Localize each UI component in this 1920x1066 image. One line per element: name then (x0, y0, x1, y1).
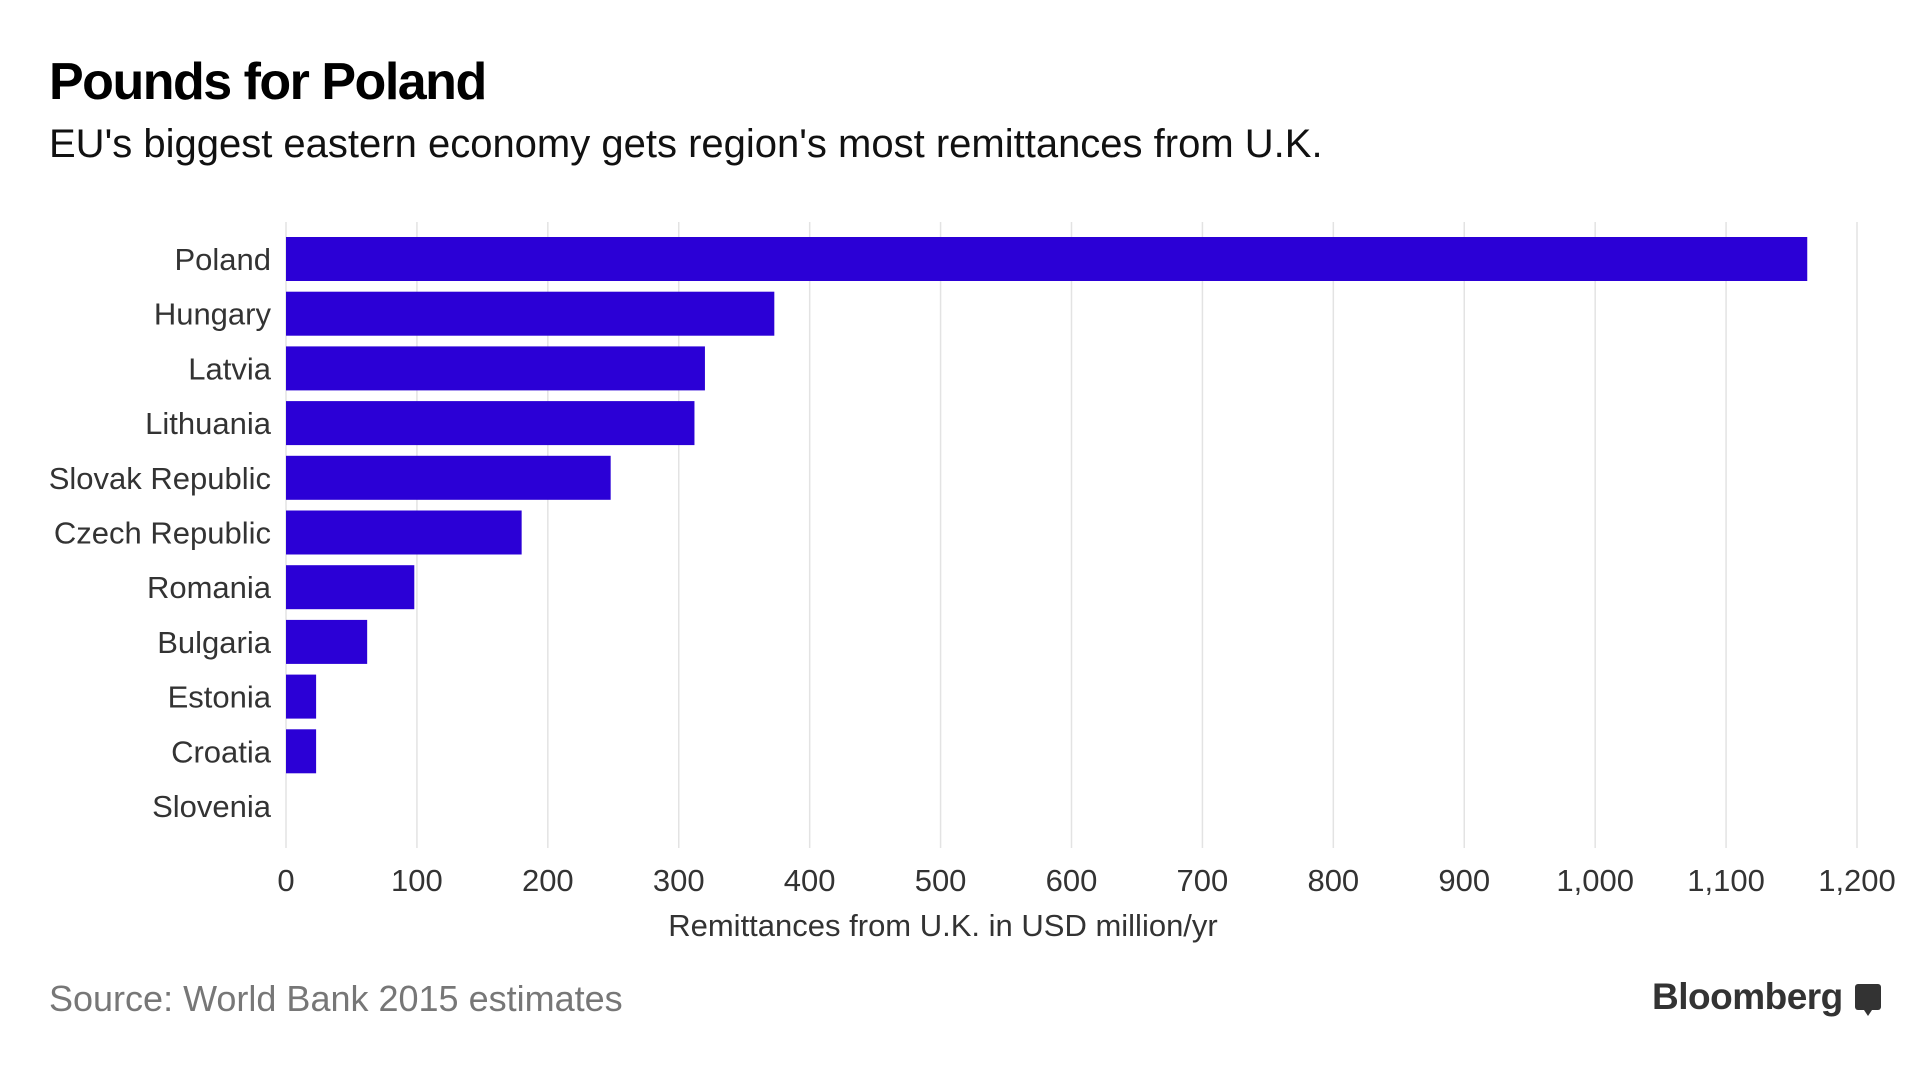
x-tick-label: 200 (522, 863, 574, 898)
x-tick-label: 900 (1438, 863, 1490, 898)
y-category-label: Latvia (188, 351, 271, 386)
y-category-label: Hungary (154, 297, 272, 332)
x-tick-label: 0 (277, 863, 294, 898)
y-category-label: Romania (147, 570, 272, 605)
logo-text: Bloomberg (1652, 976, 1843, 1017)
y-category-label: Czech Republic (54, 516, 271, 551)
y-category-label: Bulgaria (157, 625, 271, 660)
bar-czech-republic (286, 510, 522, 555)
x-tick-label: 100 (391, 863, 443, 898)
x-tick-label: 300 (653, 863, 705, 898)
source-note: Source: World Bank 2015 estimates (49, 978, 623, 1019)
bar-poland (286, 237, 1808, 281)
x-axis-title: Remittances from U.K. in USD million/yr (668, 908, 1218, 943)
bar-romania (286, 565, 415, 610)
bar-lithuania (286, 401, 695, 446)
bar-latvia (286, 346, 705, 391)
y-category-label: Slovenia (152, 789, 272, 824)
x-tick-label: 1,000 (1556, 863, 1634, 898)
y-category-label: Slovak Republic (49, 461, 271, 496)
x-tick-label: 400 (784, 863, 836, 898)
bar-croatia (286, 729, 317, 774)
x-tick-label: 1,100 (1687, 863, 1765, 898)
bar-estonia (286, 674, 317, 719)
chart-bubble-icon (1854, 984, 1881, 1016)
y-category-label: Poland (174, 242, 271, 277)
y-category-label: Croatia (171, 734, 272, 769)
bar-bulgaria (286, 619, 368, 664)
x-tick-label: 600 (1046, 863, 1098, 898)
chart-title: Pounds for Poland (49, 53, 487, 111)
chart-subtitle: EU's biggest eastern economy gets region… (49, 122, 1323, 166)
x-tick-label: 1,200 (1818, 863, 1896, 898)
x-tick-label: 500 (915, 863, 967, 898)
y-category-label: Estonia (168, 680, 272, 715)
x-tick-label: 800 (1307, 863, 1359, 898)
y-category-label: Lithuania (145, 406, 272, 441)
bloomberg-logo: Bloomberg (1652, 976, 1881, 1018)
x-tick-label: 700 (1177, 863, 1229, 898)
bar-hungary (286, 291, 775, 336)
bar-slovak-republic (286, 455, 611, 500)
